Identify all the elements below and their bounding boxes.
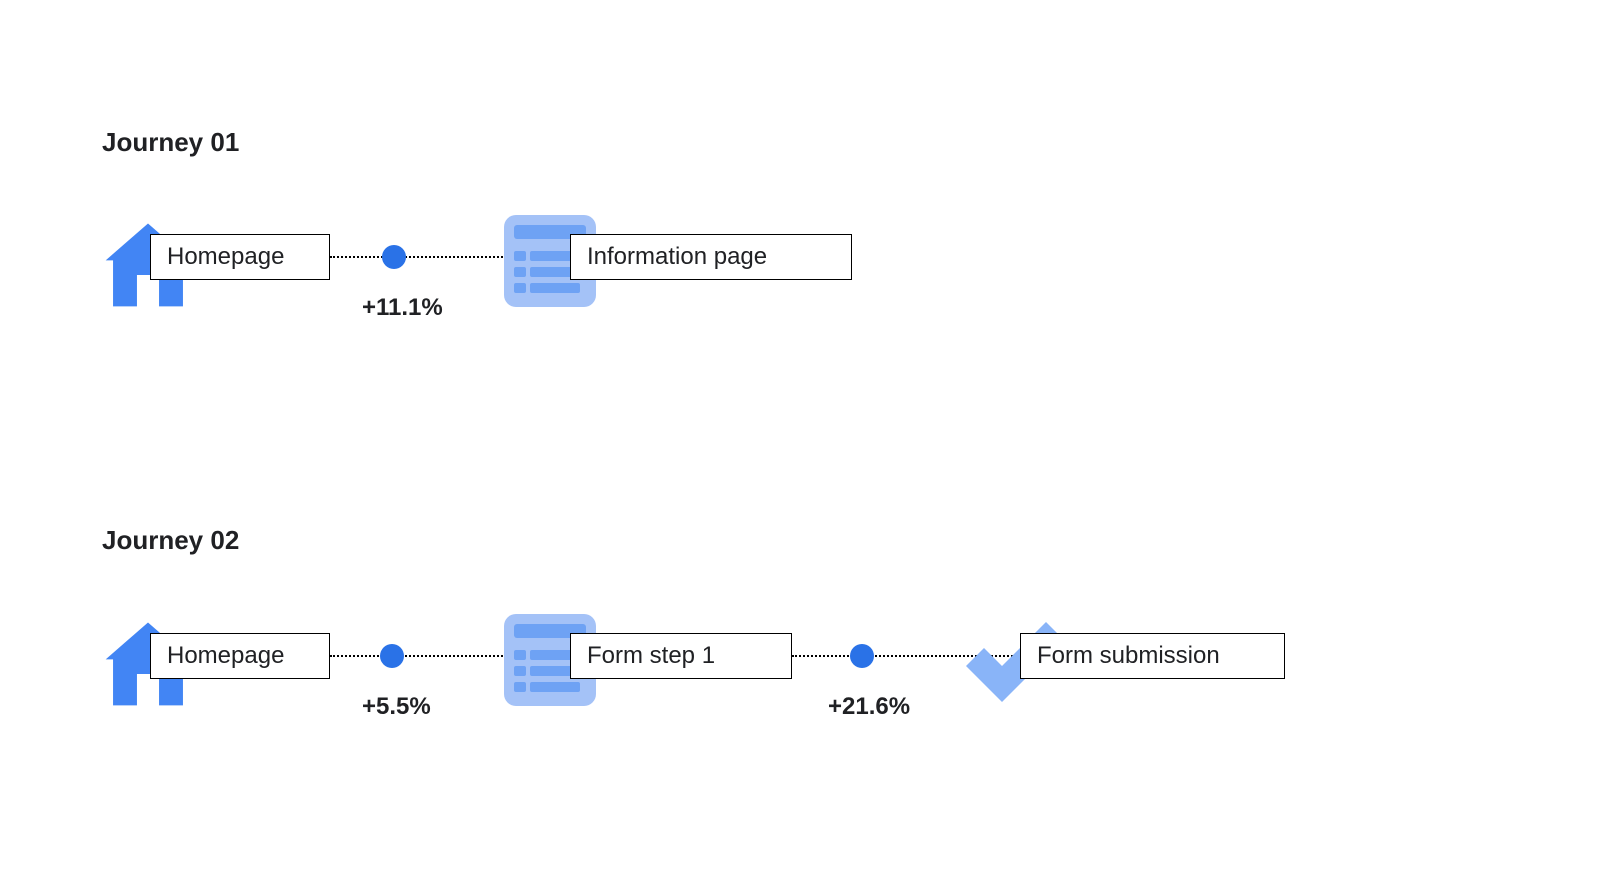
connector-metric: +5.5% bbox=[362, 693, 431, 721]
node-label-form-step-1: Form step 1 bbox=[570, 633, 792, 679]
connector-dot bbox=[382, 245, 406, 269]
connector-dot bbox=[380, 644, 404, 668]
connector-dot bbox=[850, 644, 874, 668]
node-label-homepage: Homepage bbox=[150, 633, 330, 679]
journey-title: Journey 02 bbox=[102, 525, 239, 556]
node-label-homepage: Homepage bbox=[150, 234, 330, 280]
journey-title: Journey 01 bbox=[102, 127, 239, 158]
connector-metric: +21.6% bbox=[828, 693, 910, 721]
connector-metric: +11.1% bbox=[362, 294, 443, 322]
node-label-information-page: Information page bbox=[570, 234, 852, 280]
node-label-form-submission: Form submission bbox=[1020, 633, 1285, 679]
